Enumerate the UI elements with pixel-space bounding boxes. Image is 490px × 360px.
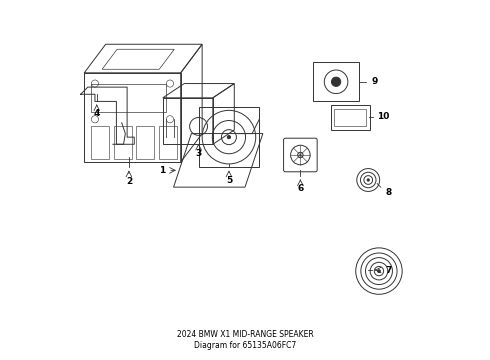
Text: 7: 7 [386, 266, 392, 275]
Text: 10: 10 [377, 112, 390, 121]
Text: 8: 8 [386, 188, 392, 197]
Circle shape [227, 135, 230, 139]
Text: 1: 1 [159, 166, 165, 175]
Circle shape [331, 77, 341, 86]
Text: 3: 3 [196, 149, 202, 158]
Circle shape [378, 270, 380, 273]
Circle shape [367, 179, 369, 181]
Text: 4: 4 [94, 109, 100, 118]
Text: 5: 5 [226, 176, 232, 185]
Text: 2: 2 [126, 177, 132, 186]
Circle shape [297, 152, 303, 158]
Text: 6: 6 [297, 184, 303, 193]
Text: 2024 BMW X1 MID-RANGE SPEAKER
Diagram for 65135A06FC7: 2024 BMW X1 MID-RANGE SPEAKER Diagram fo… [176, 330, 314, 350]
Text: 9: 9 [371, 77, 377, 86]
